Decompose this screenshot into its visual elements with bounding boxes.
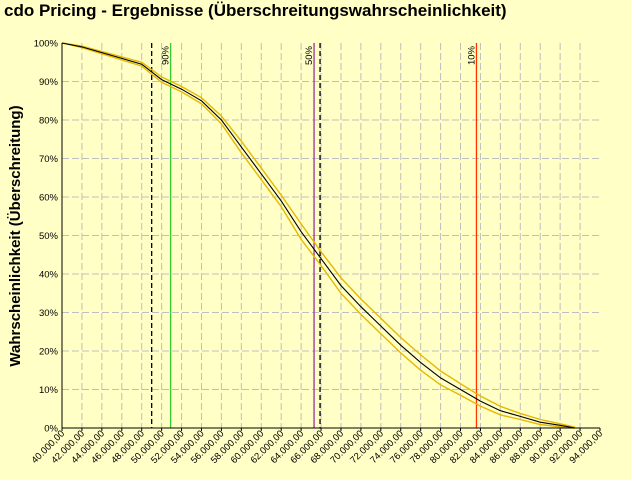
y-tick-label: 70% [39,154,59,165]
confidence-band [61,42,576,429]
marker-label: 90% [161,45,172,65]
band-lower-line [61,42,576,429]
series-lines [61,42,576,429]
marker-label: 50% [304,45,315,65]
y-tick-label: 90% [39,77,59,88]
marker-label: 10% [466,45,477,65]
y-tick-label: 0% [44,424,58,435]
x-tick-labels: 40.000,0042.000,0044.000,0046.000,0048.0… [29,428,605,466]
y-axis-label: Wahrscheinlichkeit (Überschreitung) [7,105,24,366]
band-upper-line [61,42,576,428]
y-tick-label: 10% [39,385,59,396]
plot-frame [61,43,600,429]
y-tick-label: 80% [39,116,59,127]
chart-title: cdo Pricing - Ergebnisse (Überschreitung… [4,1,507,20]
y-tick-label: 30% [39,308,59,319]
series-line [61,42,576,429]
y-tick-label: 20% [39,347,59,358]
marker-lines: 90% 50% 10% [151,43,477,428]
y-tick-label: 60% [39,193,59,204]
y-tick-labels: 0% 10% 20% 30% 40% 50% 60% 70% 80% 90% 100% [34,39,59,435]
y-tick-label: 40% [39,270,59,281]
y-tick-label: 50% [39,231,59,242]
y-tick-label: 100% [34,39,59,50]
grid-lines [61,43,601,431]
